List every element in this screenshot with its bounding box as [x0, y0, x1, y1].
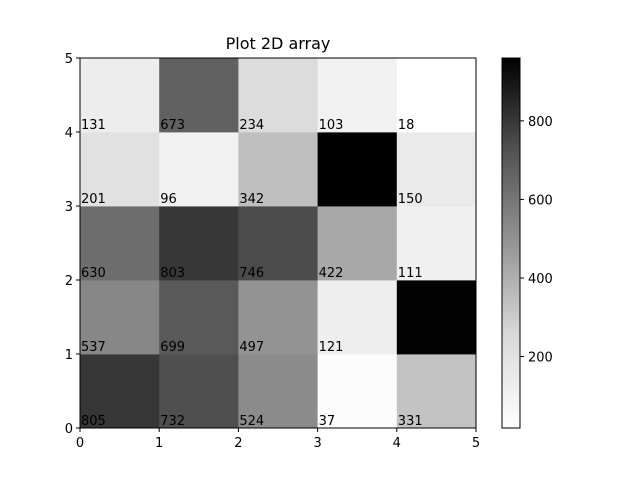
colorbar-tick-label-400: 400: [528, 272, 553, 287]
heatmap-cell-r0-c3: [317, 354, 398, 429]
colorbar-gradient: [501, 57, 521, 429]
chart-title: Plot 2D array: [226, 34, 331, 53]
heatmap-cell-r2-c3: [317, 206, 398, 281]
heatmap-cell-r0-c0: [80, 354, 160, 429]
y-tick-label-5: 5: [65, 52, 73, 67]
cell-label-r0-c2: 524: [239, 414, 264, 429]
heatmap-cell-r1-c4: [396, 280, 477, 355]
cell-label-r4-c0: 131: [81, 118, 106, 133]
heatmap-cell-r4-c0: [80, 58, 160, 133]
heatmap-cell-r0-c4: [396, 354, 477, 429]
cell-label-r2-c1: 803: [160, 266, 185, 281]
heatmap-cell-r1-c1: [159, 280, 239, 355]
colorbar: 200 400 600 800: [501, 57, 553, 429]
heatmap-cell-r4-c4: [396, 58, 477, 133]
heatmap-cell-r2-c1: [159, 206, 239, 281]
y-tick-label-2: 2: [65, 274, 73, 289]
heatmap-cell-r3-c2: [238, 132, 318, 207]
heatmap-cells: [80, 58, 477, 429]
y-tick-label-3: 3: [65, 200, 73, 215]
plot-frame: [79, 57, 477, 429]
cell-label-r4-c4: 18: [398, 118, 415, 133]
cell-label-r1-c2: 497: [239, 340, 264, 355]
heatmap-cell-r1-c3: [317, 280, 398, 355]
colorbar-ticks: 200 400 600 800: [520, 115, 553, 366]
cell-label-r1-c3: 121: [319, 340, 344, 355]
cell-label-r4-c3: 103: [319, 118, 344, 133]
x-tick-label-4: 4: [393, 436, 401, 451]
heatmap-cell-r1-c2: [238, 280, 318, 355]
cell-label-r2-c2: 746: [239, 266, 264, 281]
cell-label-r0-c4: 331: [398, 414, 423, 429]
cell-label-r0-c3: 37: [319, 414, 336, 429]
heatmap-cell-r3-c3: [317, 132, 398, 207]
heatmap-cell-r2-c4: [396, 206, 477, 281]
colorbar-tick-label-800: 800: [528, 115, 553, 130]
cell-label-r0-c1: 732: [160, 414, 185, 429]
heatmap-cell-r0-c2: [238, 354, 318, 429]
colorbar-tick-label-200: 200: [528, 351, 553, 366]
y-tick-label-4: 4: [65, 126, 73, 141]
heatmap-cell-r0-c1: [159, 354, 239, 429]
cell-label-r2-c3: 422: [319, 266, 344, 281]
x-tick-label-2: 2: [234, 436, 242, 451]
heatmap-cell-r2-c0: [80, 206, 160, 281]
x-tick-label-3: 3: [313, 436, 321, 451]
heatmap-cell-labels: 805 732 524 37 331 537 699 497 121 630 803 746 422 11…: [81, 118, 423, 429]
cell-label-r1-c0: 537: [81, 340, 106, 355]
heatmap-cell-r4-c1: [159, 58, 239, 133]
cell-label-r3-c2: 342: [239, 192, 264, 207]
x-tick-label-1: 1: [155, 436, 163, 451]
x-tick-label-5: 5: [472, 436, 480, 451]
cell-label-r1-c1: 699: [160, 340, 185, 355]
heatmap-cell-r3-c4: [396, 132, 477, 207]
heatmap-cell-r2-c2: [238, 206, 318, 281]
heatmap-cell-r3-c1: [159, 132, 239, 207]
x-tick-label-0: 0: [76, 436, 84, 451]
heatmap-cell-r4-c3: [317, 58, 398, 133]
y-tick-label-1: 1: [65, 348, 73, 363]
heatmap-cell-r4-c2: [238, 58, 318, 133]
cell-label-r2-c4: 111: [398, 266, 423, 281]
cell-label-r3-c1: 96: [160, 192, 177, 207]
cell-label-r2-c0: 630: [81, 266, 106, 281]
heatmap-cell-r1-c0: [80, 280, 160, 355]
y-tick-label-0: 0: [65, 422, 73, 437]
colorbar-tick-label-600: 600: [528, 193, 553, 208]
cell-label-r3-c0: 201: [81, 192, 106, 207]
cell-label-r4-c2: 234: [239, 118, 264, 133]
y-axis: 0 1 2 3 4 5: [65, 52, 80, 437]
heatmap-cell-r3-c0: [80, 132, 160, 207]
cell-label-r4-c1: 673: [160, 118, 185, 133]
cell-label-r3-c4: 150: [398, 192, 423, 207]
cell-label-r0-c0: 805: [81, 414, 106, 429]
x-axis: 0 1 2 3 4 5: [76, 428, 480, 451]
